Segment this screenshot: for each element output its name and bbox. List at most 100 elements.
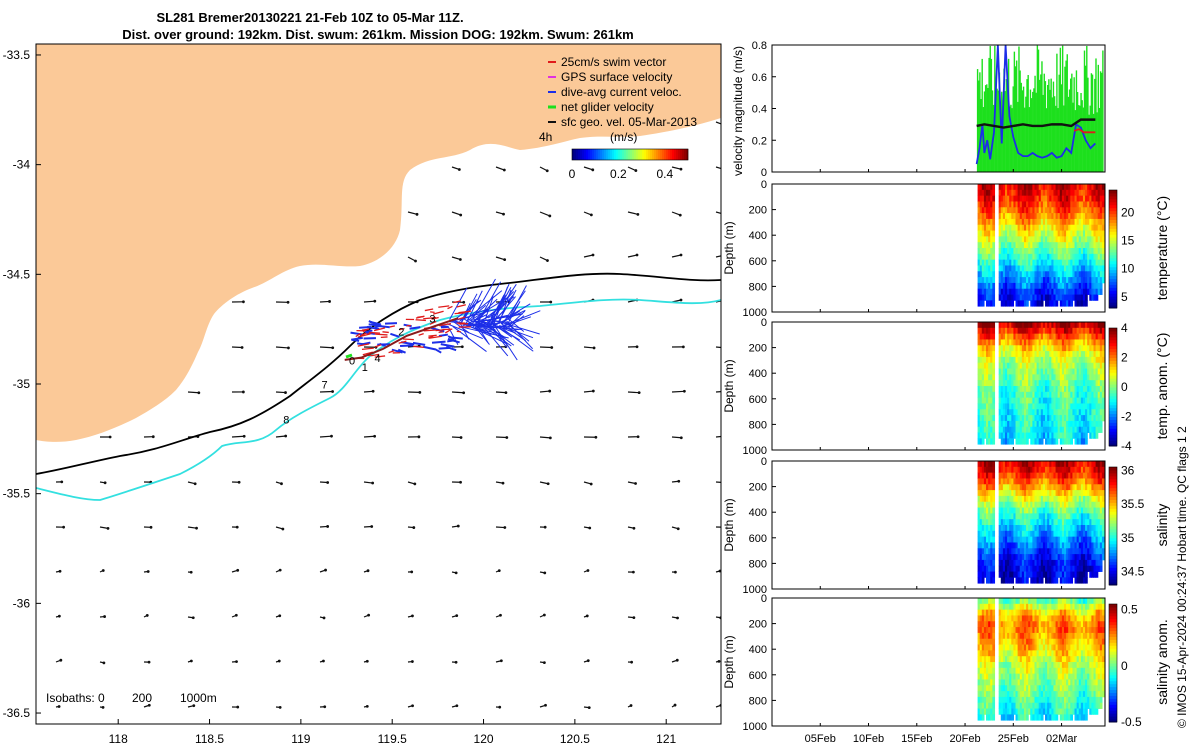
temp_anom-cell [1059, 322, 1063, 329]
temp_anom-cell [983, 351, 987, 358]
salinity-cell [1080, 466, 1084, 474]
temperature-cell [1049, 300, 1052, 307]
sal_anom-cell [977, 598, 981, 605]
temperature-cell [1042, 230, 1046, 237]
temp_anom-cell [1068, 374, 1071, 381]
salinity-cell [1026, 525, 1029, 532]
salinity-cell [1030, 559, 1033, 567]
temperature-cell [1076, 282, 1080, 290]
salinity-cell [1057, 554, 1061, 561]
temperature-cell [1002, 282, 1006, 290]
salinity-cell [1076, 484, 1080, 491]
salinity-cell [977, 554, 981, 561]
geo-velocity-arrow [715, 481, 721, 483]
salinity-cell [1097, 472, 1101, 479]
geo-velocity-arrow-head [673, 703, 677, 707]
temp_anom-colorbar-cell [1109, 333, 1117, 338]
temperature-cell [1021, 218, 1025, 226]
geo-velocity-arrow-head [548, 389, 552, 393]
salinity-cell [1034, 501, 1038, 508]
salinity-cell [981, 548, 985, 555]
temp_anom-cell [1074, 322, 1078, 329]
speed-colorbar-cell [656, 149, 659, 160]
temperature-cell [1066, 236, 1069, 243]
temperature-cell [1080, 218, 1084, 226]
temperature-cell [1097, 259, 1101, 266]
temperature-cell [992, 271, 996, 278]
temp_anom-cell [1040, 397, 1044, 404]
temp_anom-cell [1032, 362, 1036, 369]
temp_anom-cell [983, 368, 987, 375]
temp_anom-cell [988, 415, 991, 422]
temperature-cell [1089, 218, 1092, 226]
temperature-cell [990, 271, 993, 278]
temp_anom-cell [998, 397, 1002, 404]
geo-velocity-arrow-head [411, 704, 414, 708]
salinity-cell [1063, 519, 1067, 526]
temp_anom-cell [983, 339, 987, 346]
salinity-cell [1076, 565, 1080, 572]
sal_anom-cell [1002, 603, 1006, 611]
swim-vector [452, 300, 461, 304]
salinity-cell [1015, 472, 1019, 479]
sal_anom-cell [998, 615, 1002, 622]
salinity-cell [1026, 548, 1029, 555]
speed-colorbar-cell [602, 149, 605, 160]
temperature-cell [1091, 253, 1095, 261]
temperature-cell [1061, 189, 1065, 197]
temp_anom-cell [1032, 438, 1036, 445]
temp_anom-cell [1089, 368, 1092, 375]
salinity-cell [1101, 501, 1105, 508]
salinity-cell [988, 554, 991, 561]
salinity-cell [1034, 525, 1038, 532]
temperature-cell [1040, 184, 1044, 191]
salinity-cell [1078, 478, 1082, 485]
sal_anom-cell [992, 667, 996, 675]
salinity-cell [1055, 577, 1059, 584]
salinity-cell [1078, 542, 1082, 549]
salinity-cell [1057, 536, 1061, 543]
salinity-cell [1017, 484, 1021, 491]
temp_anom-cell [1040, 432, 1044, 439]
salinity-cell [1057, 472, 1061, 479]
temperature-cell [998, 294, 1002, 301]
temp_anom-cell [1066, 415, 1069, 422]
salinity-cell [1099, 466, 1103, 474]
temperature-cell [998, 184, 1002, 191]
temp_anom-cell [1099, 409, 1103, 416]
salinity-cell [1057, 530, 1061, 538]
temp_anom-cell [1078, 380, 1082, 387]
temperature-cell [1087, 189, 1090, 197]
sal_anom-cell [979, 609, 983, 616]
salinity-cell [1026, 530, 1029, 538]
salinity-cell [1000, 478, 1004, 485]
temperature-cell [1032, 230, 1036, 237]
current-vector [474, 298, 498, 321]
sal_anom-cell [986, 603, 989, 611]
salinity-cell [979, 554, 983, 561]
sal_anom-cell [1009, 708, 1012, 715]
sal_anom-cell [979, 685, 983, 692]
salinity-cell [1032, 548, 1036, 555]
current-vector [504, 321, 530, 342]
temp_anom-cell [1002, 438, 1006, 445]
temp_anom-cell [1057, 415, 1061, 422]
temp_anom-cell [986, 356, 989, 364]
temp_anom-cell [983, 415, 987, 422]
temperature-cell [1053, 224, 1057, 231]
salinity-cell [1000, 484, 1004, 491]
salinity-cell [1087, 559, 1090, 567]
temperature-cell [1070, 300, 1074, 307]
temp_anom-cell [1059, 327, 1063, 335]
temp_anom-cell [1023, 386, 1027, 393]
temp_anom-cell [1002, 345, 1006, 352]
temperature-cell [981, 294, 985, 301]
salinity-cell [1074, 478, 1078, 485]
salinity-cell [990, 495, 993, 503]
temp_anom-cell [1061, 426, 1065, 433]
sal_anom-cell [1009, 702, 1012, 709]
temperature-cell [998, 248, 1002, 255]
salinity-cell [977, 571, 981, 578]
temperature-cell [1045, 218, 1048, 226]
